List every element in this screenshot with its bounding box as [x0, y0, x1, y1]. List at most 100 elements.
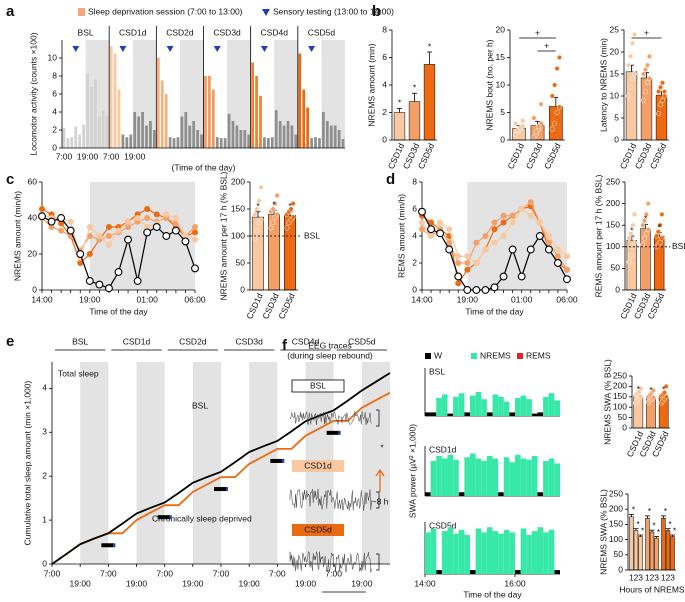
data-point	[500, 212, 507, 219]
deprivation-marker	[214, 487, 226, 492]
data-point	[500, 233, 507, 239]
swa-bar	[475, 392, 482, 416]
scale-bar	[376, 409, 380, 427]
swa-bar	[531, 531, 538, 574]
swa-bar	[481, 461, 487, 496]
bar	[223, 138, 227, 148]
sensory-test-marker	[119, 46, 127, 52]
data-point	[163, 211, 170, 218]
data-point	[419, 226, 425, 233]
legend-label: W	[434, 350, 442, 360]
bar	[176, 137, 180, 148]
significance-mark: *	[637, 384, 641, 394]
bar	[278, 121, 282, 148]
data-point	[536, 123, 542, 129]
data-point	[270, 206, 276, 212]
data-point	[125, 218, 132, 225]
bar	[168, 137, 172, 148]
swa-bar	[509, 462, 515, 496]
swa-bar	[464, 535, 470, 574]
data-point	[419, 219, 425, 226]
x-tick-label: 7:00	[325, 568, 342, 578]
bar	[649, 531, 655, 571]
trace-label-box	[292, 524, 344, 536]
testing-marker	[113, 543, 116, 548]
bar	[286, 121, 290, 148]
bar	[306, 107, 310, 148]
data-point	[134, 215, 141, 221]
data-point	[631, 31, 637, 37]
data-point	[482, 233, 489, 239]
swa-bar	[453, 533, 459, 574]
bar	[180, 116, 184, 148]
bar	[259, 95, 262, 148]
bar	[94, 79, 97, 148]
data-point	[657, 239, 663, 246]
x-tick-label: 19:00	[182, 578, 204, 588]
data-point	[661, 89, 667, 95]
sensory-test-marker	[72, 46, 80, 52]
y-tick-label: 2	[412, 257, 417, 267]
data-point	[446, 226, 453, 233]
data-point	[428, 233, 435, 239]
y-tick-label: 200	[231, 176, 245, 186]
data-point	[66, 226, 75, 235]
data-point	[76, 250, 85, 258]
data-point	[105, 233, 112, 239]
y-tick-label: 1	[42, 514, 47, 524]
day-label: CSD3d	[235, 336, 263, 346]
x-tick-label: 19:00	[457, 294, 479, 304]
data-point	[455, 253, 462, 260]
data-point	[105, 224, 112, 230]
series-label: BSL	[192, 400, 208, 410]
panel-label: a	[6, 3, 15, 20]
annotation: ~8 h	[372, 496, 389, 506]
bar	[141, 112, 144, 148]
data-point	[659, 235, 665, 241]
y-tick-label: 0	[622, 422, 627, 432]
bar	[239, 130, 243, 148]
y-tick-label: 6	[412, 203, 417, 213]
bar	[219, 138, 223, 148]
y-tick-label: 2	[52, 124, 57, 134]
significance-mark: +	[644, 27, 649, 37]
x-tick-label: 7:00	[156, 568, 173, 578]
legend-swatch	[425, 353, 431, 359]
x-tick-label: 7:00	[100, 568, 117, 578]
significance-mark: *	[662, 385, 666, 395]
scale-bar	[376, 553, 380, 571]
x-tick-label: 01:00	[137, 294, 159, 304]
data-point	[643, 211, 649, 217]
swa-bar	[498, 492, 504, 496]
swa-bar	[515, 454, 521, 496]
swa-bar	[453, 459, 459, 496]
x-tick-label: 14:00	[411, 294, 433, 304]
data-point	[252, 211, 258, 217]
data-point	[481, 286, 490, 294]
significance-mark: *	[632, 505, 636, 515]
y-axis-label: NREMS SWA (% BSL)	[598, 489, 608, 575]
bar	[633, 530, 639, 571]
data-point	[520, 118, 526, 124]
bar	[251, 216, 265, 291]
significance-mark: *	[657, 527, 661, 537]
x-tick-label: 7:00	[56, 151, 73, 161]
data-point	[95, 280, 104, 289]
data-point	[531, 115, 537, 121]
swa-bar	[554, 570, 560, 574]
bar	[109, 46, 113, 148]
significance-mark: *	[644, 214, 648, 224]
data-point	[144, 215, 151, 221]
y-tick-label: 20	[496, 24, 506, 34]
day-label: CSD3d	[213, 27, 241, 37]
data-point	[527, 199, 534, 206]
data-point	[659, 211, 665, 217]
data-point	[171, 226, 180, 235]
y-tick-label: 4	[382, 79, 387, 89]
data-point	[38, 212, 46, 221]
data-point	[491, 226, 498, 233]
significance-mark: *	[658, 222, 662, 232]
data-point	[552, 82, 558, 88]
data-point	[454, 272, 463, 281]
panel-label: c	[6, 171, 14, 188]
